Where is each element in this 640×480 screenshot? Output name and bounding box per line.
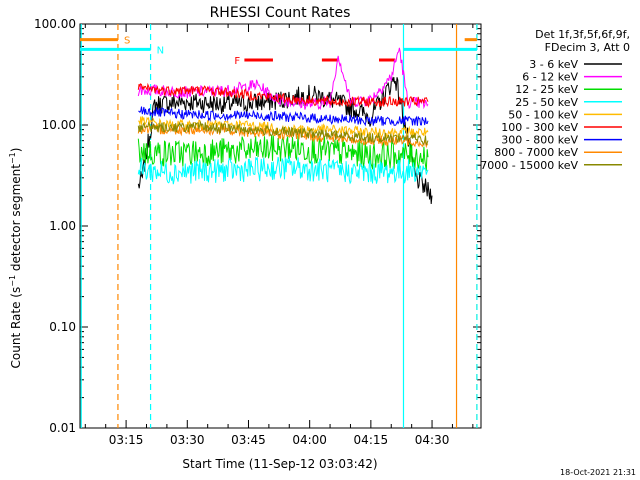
legend-label: 25 - 50 keV [515,96,578,109]
legend-label: 800 - 7000 keV [494,146,578,159]
legend-label: 12 - 25 keV [515,83,578,96]
legend-label: 6 - 12 keV [522,71,578,84]
y-tick-label: 10.00 [42,118,76,132]
series-line [137,120,429,146]
legend-label: 7000 - 15000 keV [480,159,578,172]
y-tick-label: 0.10 [49,320,76,334]
y-tick-label: 0.01 [49,421,76,435]
x-axis-label: Start Time (11-Sep-12 03:03:42) [182,457,377,471]
legend-header-line-2: FDecim 3, Att 0 [545,41,630,54]
series-line [137,82,429,109]
legend-label: 50 - 100 keV [508,108,578,121]
x-tick-label: 03:30 [170,433,205,447]
series-line [137,156,429,185]
x-tick-label: 04:00 [292,433,327,447]
y-tick-label: 100.00 [34,17,76,31]
legend-label: 100 - 300 keV [501,121,578,134]
footer-date: 18-Oct-2021 21:31 [560,468,636,477]
y-axis-label: Count Rate (s−1 detector segment−1) [8,148,23,369]
x-tick-label: 03:45 [231,433,266,447]
annotation-label-n: N [157,45,164,56]
x-tick-label: 04:15 [354,433,389,447]
legend-header-line-1: Det 1f,3f,5f,6f,9f, [535,28,630,41]
y-tick-label: 1.00 [49,219,76,233]
x-tick-label: 04:30 [415,433,450,447]
legend-label: 300 - 800 keV [501,134,578,147]
chart-title: RHESSI Count Rates [210,5,351,21]
legend-label: 3 - 6 keV [529,58,578,71]
x-tick-label: 03:15 [109,433,144,447]
annotation-label-s: S [124,36,130,47]
annotation-label-f: F [234,56,240,67]
series-line [138,106,429,127]
series-line [138,116,429,139]
